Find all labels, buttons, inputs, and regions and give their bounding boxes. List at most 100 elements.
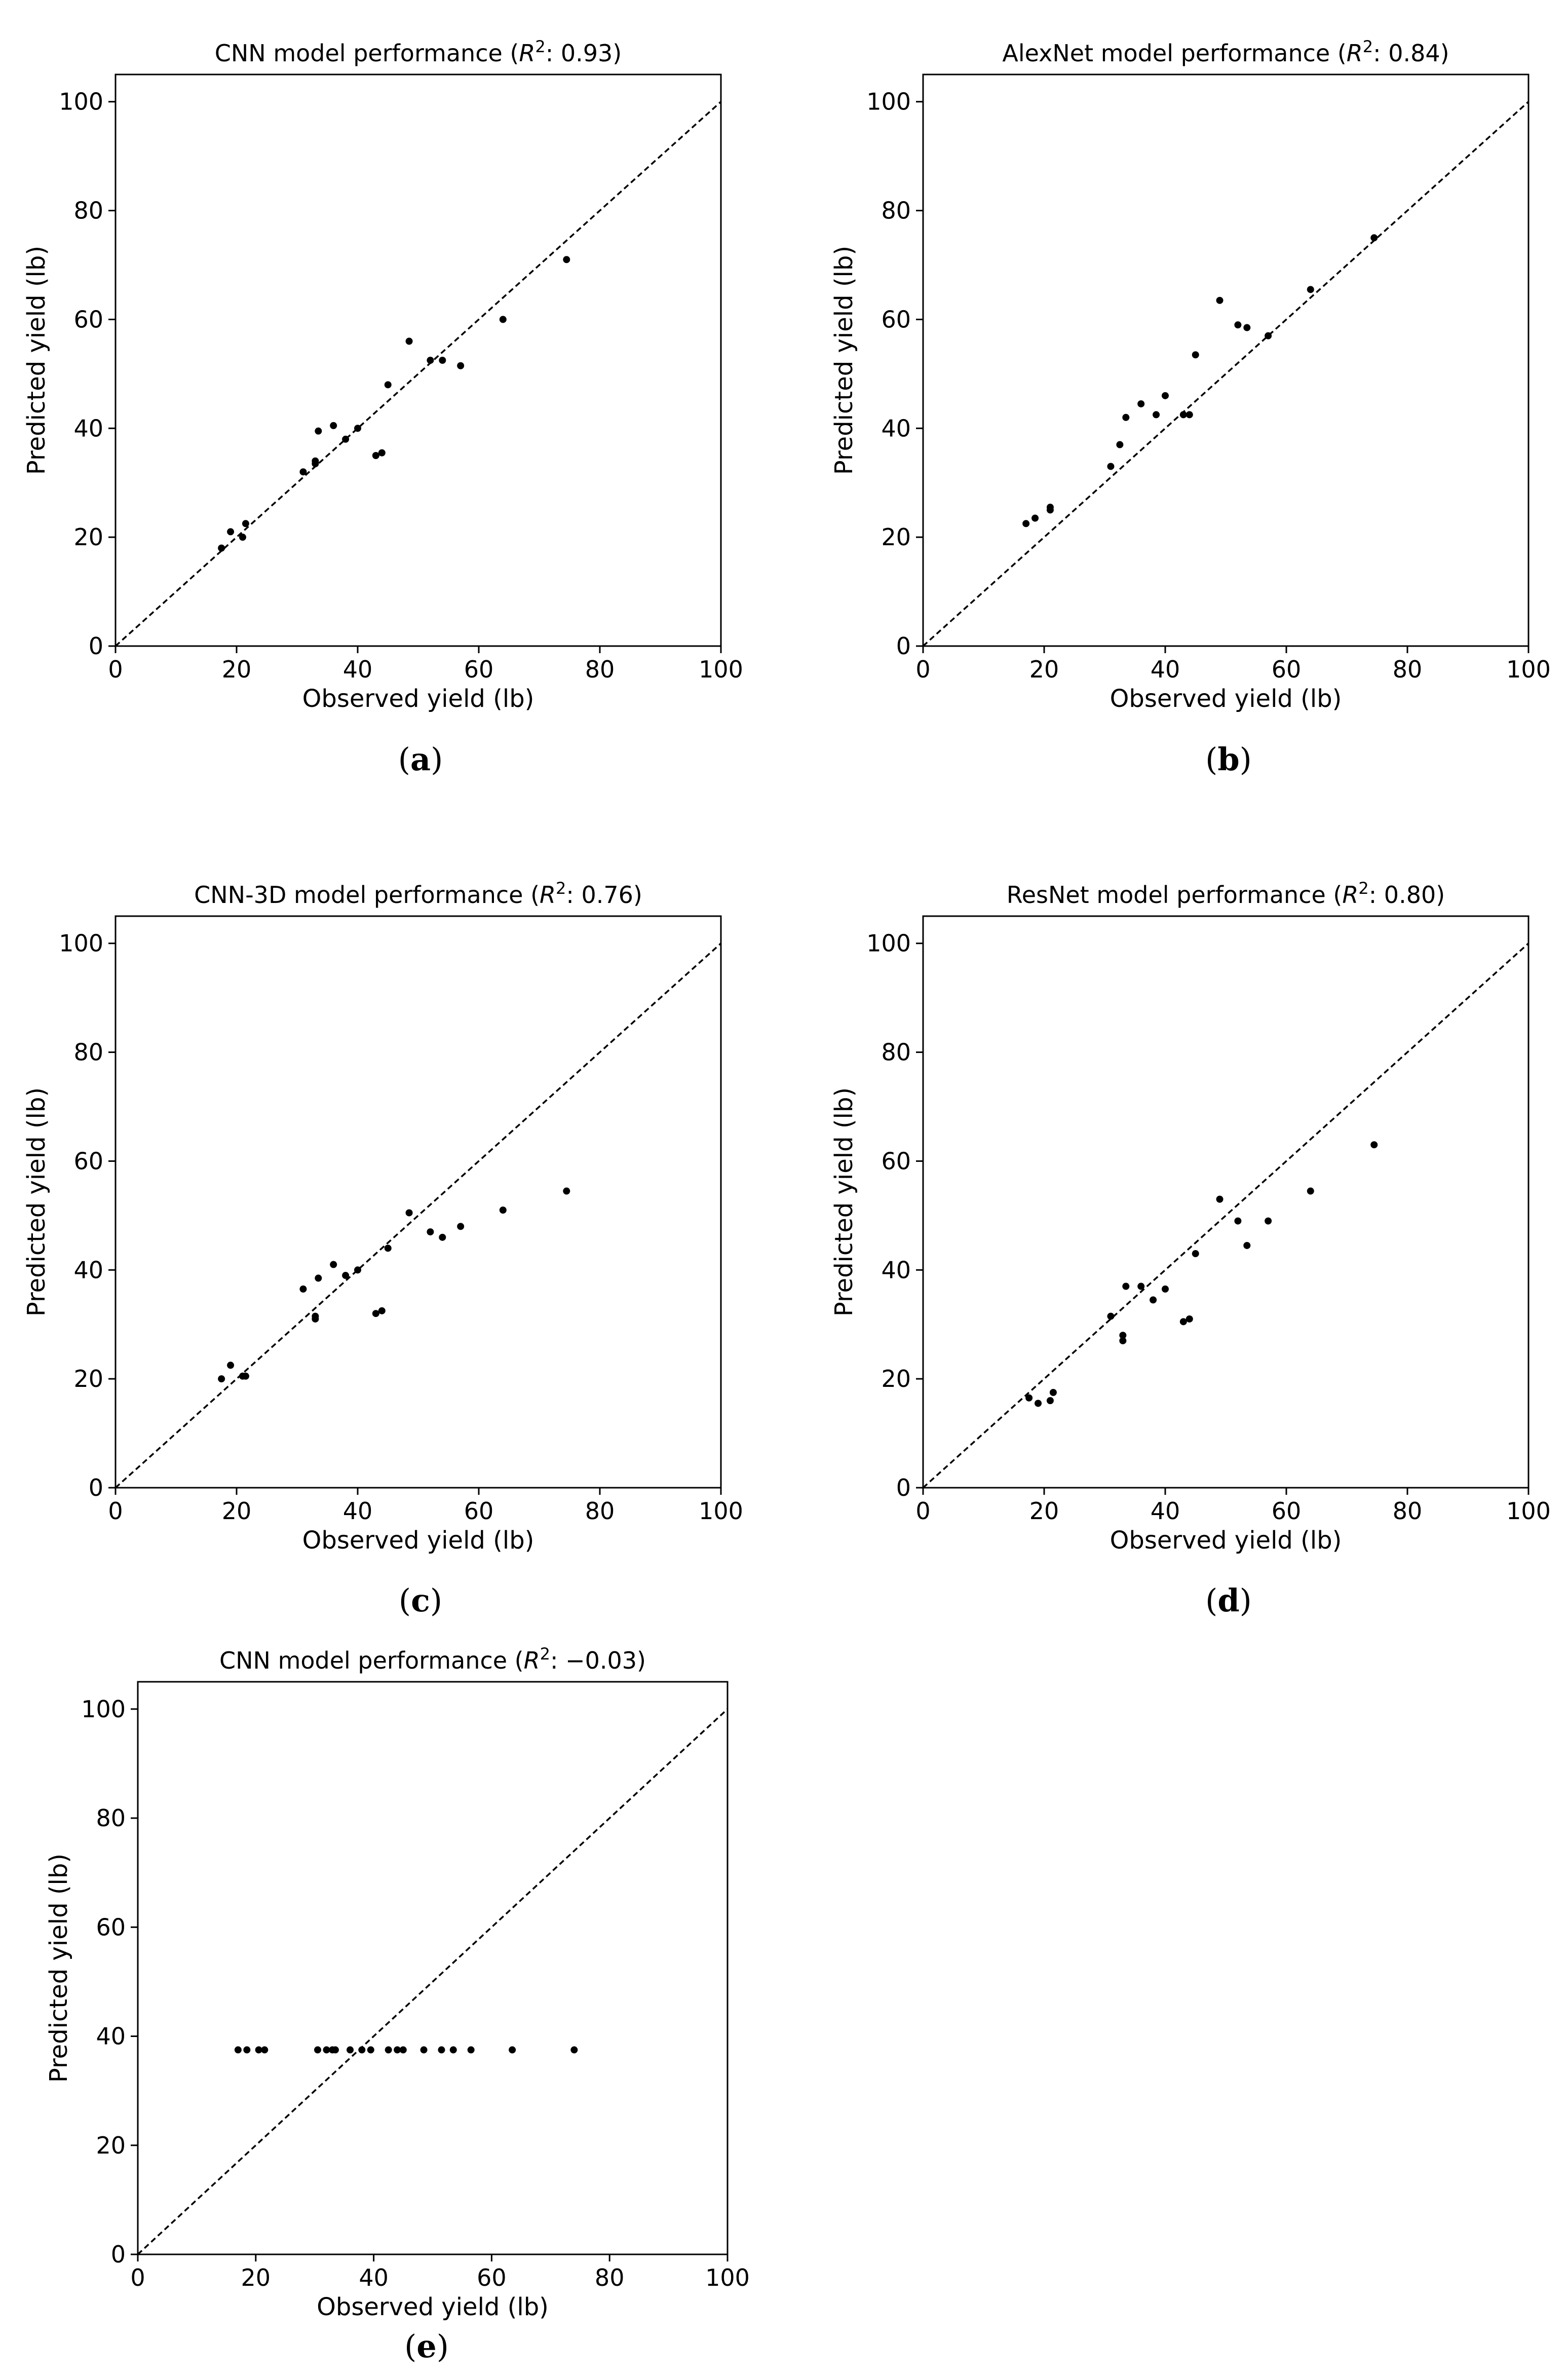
y-tick-label: 0 bbox=[896, 632, 911, 660]
data-point bbox=[1216, 1195, 1223, 1203]
data-point bbox=[449, 2046, 457, 2054]
title-r-symbol: R bbox=[524, 1647, 540, 1674]
title-superscript: 2 bbox=[1363, 37, 1373, 56]
identity-reference-line bbox=[137, 1708, 729, 2255]
data-point bbox=[1031, 514, 1039, 522]
title-r-symbol: R bbox=[1342, 881, 1358, 909]
x-tick-label: 0 bbox=[130, 2264, 145, 2291]
plot-frame bbox=[114, 73, 722, 647]
chart-title: ResNet model performance (R2: 0.80) bbox=[1007, 879, 1445, 909]
title-r2-value: : 0.76) bbox=[566, 881, 642, 909]
chart-title: CNN model performance (R2: −0.03) bbox=[219, 1644, 646, 1674]
chart-panel: 0 20 40 60 80 100 0 20 40 60 80 100 Observed yield (… bbox=[830, 879, 1551, 1619]
data-point bbox=[399, 2046, 407, 2054]
data-point bbox=[242, 1372, 249, 1380]
plot-frame bbox=[137, 1681, 729, 2255]
title-model-name: CNN-3D model performance ( bbox=[194, 881, 540, 909]
data-point bbox=[1243, 1241, 1251, 1249]
plot-frame bbox=[922, 915, 1529, 1489]
y-tick-label: 40 bbox=[96, 2023, 126, 2050]
identity-reference-line bbox=[114, 101, 722, 647]
y-tick-label: 80 bbox=[73, 197, 103, 224]
y-tick-label: 0 bbox=[89, 1474, 103, 1501]
chart-title: CNN model performance (R2: 0.93) bbox=[215, 37, 622, 67]
x-tick-label: 0 bbox=[915, 656, 930, 683]
identity-reference-line bbox=[922, 101, 1529, 647]
data-point bbox=[315, 1274, 322, 1282]
x-tick-label: 100 bbox=[1506, 656, 1551, 683]
y-tick-label: 20 bbox=[96, 2132, 126, 2159]
title-r2-value: : 0.80) bbox=[1369, 881, 1445, 909]
data-point bbox=[354, 425, 361, 432]
data-point bbox=[1185, 1315, 1193, 1323]
data-point bbox=[323, 2046, 330, 2054]
data-point bbox=[372, 452, 379, 459]
data-point bbox=[509, 2046, 516, 2054]
data-point bbox=[1022, 520, 1030, 527]
y-tick-label: 100 bbox=[866, 930, 911, 957]
x-tick-label: 20 bbox=[1029, 656, 1059, 683]
data-point bbox=[1307, 286, 1314, 293]
plot-frame bbox=[114, 915, 722, 1489]
data-point bbox=[1307, 1187, 1314, 1195]
y-tick-label: 60 bbox=[73, 1147, 103, 1175]
data-point bbox=[1162, 1285, 1169, 1293]
data-point bbox=[420, 2046, 428, 2054]
data-point bbox=[1046, 1397, 1054, 1405]
data-point bbox=[261, 2046, 269, 2054]
x-tick-label: 100 bbox=[699, 1497, 743, 1525]
panel-caption: (d) bbox=[1205, 1582, 1252, 1619]
data-point bbox=[299, 1285, 307, 1293]
title-r-symbol: R bbox=[1347, 40, 1363, 67]
y-tick-label: 100 bbox=[59, 88, 103, 116]
data-point bbox=[1046, 504, 1054, 511]
x-tick-label: 60 bbox=[477, 2264, 507, 2291]
x-tick-label: 80 bbox=[1393, 1497, 1423, 1525]
data-point bbox=[1192, 351, 1199, 359]
x-tick-label: 40 bbox=[343, 1497, 373, 1525]
data-point bbox=[1119, 1337, 1127, 1344]
data-point bbox=[218, 1375, 225, 1383]
data-point bbox=[255, 2046, 262, 2054]
x-tick-label: 100 bbox=[699, 656, 743, 683]
y-tick-label: 80 bbox=[73, 1039, 103, 1066]
x-axis-label: Observed yield (lb) bbox=[1110, 1526, 1342, 1555]
x-tick-label: 0 bbox=[108, 1497, 123, 1525]
x-tick-label: 60 bbox=[464, 1497, 494, 1525]
data-point bbox=[1150, 1296, 1157, 1304]
data-point bbox=[1179, 1318, 1187, 1326]
y-tick-label: 20 bbox=[73, 523, 103, 551]
data-point bbox=[384, 381, 392, 389]
chart-panel: 0 20 40 60 80 100 0 20 40 60 80 100 Observed yield (… bbox=[830, 37, 1551, 778]
data-point bbox=[1049, 1389, 1057, 1396]
chart-title: CNN-3D model performance (R2: 0.76) bbox=[194, 879, 642, 909]
data-point bbox=[234, 2046, 242, 2054]
x-tick-label: 80 bbox=[585, 656, 615, 683]
data-point bbox=[467, 2046, 475, 2054]
y-tick-label: 20 bbox=[881, 523, 911, 551]
x-tick-label: 40 bbox=[343, 656, 373, 683]
data-point bbox=[384, 1244, 392, 1252]
data-point bbox=[1192, 1250, 1199, 1258]
x-tick-label: 60 bbox=[1272, 1497, 1302, 1525]
title-r2-value: : −0.03) bbox=[550, 1647, 646, 1674]
y-tick-label: 0 bbox=[111, 2241, 126, 2268]
data-point bbox=[347, 2046, 354, 2054]
title-superscript: 2 bbox=[535, 37, 545, 56]
data-point bbox=[563, 1187, 570, 1195]
x-tick-label: 20 bbox=[241, 2264, 271, 2291]
data-point bbox=[563, 256, 570, 263]
data-point bbox=[438, 2046, 445, 2054]
identity-reference-line bbox=[922, 942, 1529, 1489]
y-tick-label: 100 bbox=[81, 1695, 126, 1723]
x-tick-label: 80 bbox=[595, 2264, 625, 2291]
y-tick-label: 20 bbox=[73, 1365, 103, 1392]
data-point bbox=[1122, 1282, 1130, 1290]
y-tick-label: 20 bbox=[881, 1365, 911, 1392]
y-axis-label: Predicted yield (lb) bbox=[830, 246, 858, 475]
data-point bbox=[378, 1307, 386, 1314]
data-point bbox=[1370, 1141, 1378, 1149]
data-point bbox=[354, 1266, 361, 1274]
data-point bbox=[1179, 411, 1187, 419]
data-point bbox=[439, 1233, 446, 1241]
